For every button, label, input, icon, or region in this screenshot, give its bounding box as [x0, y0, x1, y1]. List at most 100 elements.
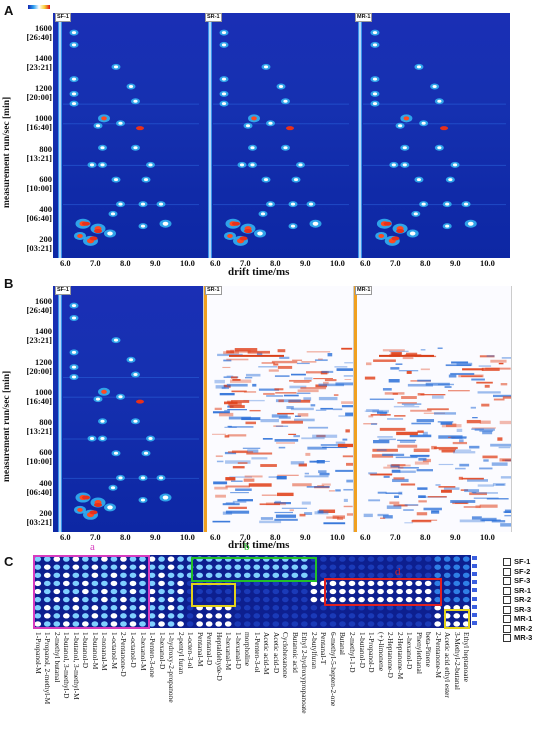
fingerprint-cell: [377, 580, 384, 587]
diff-mark: [377, 411, 388, 414]
diff-mark: [399, 440, 416, 443]
diff-mark: [230, 349, 251, 353]
diff-mark: [304, 472, 309, 475]
ytick-time: [23:21]: [26, 62, 53, 73]
fingerprint-cell: [291, 580, 299, 587]
fingerprint-cell: [320, 621, 327, 627]
diff-mark: [342, 438, 348, 441]
peak-core: [448, 178, 453, 182]
diff-mark: [470, 406, 476, 409]
group-box-e: [444, 609, 470, 629]
diff-mark: [258, 388, 280, 391]
fingerprint-cell: [253, 596, 261, 603]
diff-mark: [237, 499, 253, 502]
fingerprint-cell: [34, 588, 42, 595]
diff-mark: [376, 449, 387, 452]
fingerprint-cell: [339, 580, 346, 587]
diff-mark: [288, 433, 297, 435]
diff-mark: [448, 374, 457, 378]
fingerprint-cell: [148, 564, 156, 570]
fingerprint-cell: [329, 572, 337, 578]
fingerprint-cell: [443, 580, 451, 587]
fingerprint-cell: [177, 564, 184, 570]
diff-mark: [292, 359, 303, 362]
fingerprint-cell: [53, 596, 61, 603]
peak-core: [432, 85, 437, 88]
diff-mark: [445, 364, 472, 367]
fingerprint-cell: [53, 572, 61, 578]
diff-mark: [219, 392, 235, 396]
fingerprint-cell: [72, 580, 80, 587]
peak-core: [298, 163, 303, 167]
fingerprint-cell: [129, 580, 137, 587]
diff-mark: [260, 464, 277, 467]
diff-mark: [435, 484, 441, 486]
diff-mark: [274, 388, 284, 391]
diff-mark: [501, 357, 511, 359]
xtick-label: 8.0: [270, 532, 281, 542]
fingerprint-cell: [53, 580, 61, 587]
diff-mark: [462, 368, 484, 371]
compound-label: 1-butanol-D: [81, 632, 91, 669]
peak-core: [71, 31, 77, 35]
peak-core: [71, 43, 77, 47]
diff-mark: [258, 366, 278, 368]
peak-hot: [286, 126, 294, 131]
xtick-label: 8.0: [120, 258, 131, 268]
diff-mark: [377, 513, 389, 517]
diff-mark: [224, 426, 237, 428]
diff-mark: [386, 505, 402, 509]
fingerprint-cell: [462, 621, 470, 627]
fingerprint-cell: [129, 556, 137, 562]
xtick-label: 7.0: [390, 258, 401, 268]
diff-mark: [275, 425, 289, 427]
diff-mark: [418, 457, 427, 461]
legend-label: SF-1: [514, 557, 531, 566]
diff-mark: [225, 502, 235, 505]
fingerprint-cell: [34, 596, 42, 603]
fingerprint-cell: [110, 564, 118, 570]
fingerprint-cell: [453, 596, 461, 603]
fingerprint-cell: [43, 596, 51, 603]
compound-label: 1-octanol-D: [128, 632, 138, 668]
peak-core: [290, 202, 296, 206]
legend-checkbox-icon: [503, 615, 511, 624]
group-b-label: b: [244, 541, 250, 553]
fingerprint-cell: [224, 596, 232, 603]
diff-mark: [406, 370, 412, 374]
fingerprint-cell: [301, 564, 308, 570]
diff-mark: [260, 517, 274, 520]
fingerprint-cell: [158, 556, 165, 562]
diff-mark: [448, 390, 470, 392]
diff-mark: [304, 377, 313, 380]
diff-mark: [373, 439, 390, 444]
fingerprint-cell: [177, 556, 184, 562]
fingerprint-cell: [215, 564, 223, 570]
diff-mark: [319, 509, 336, 513]
diff-mark: [224, 435, 230, 438]
diff-mark: [391, 469, 401, 473]
fingerprint-cell: [329, 596, 337, 603]
fingerprint-cell: [43, 613, 51, 619]
legend-item: SF-2: [503, 567, 550, 577]
peak-core: [71, 304, 77, 308]
peak-core: [437, 146, 442, 150]
fingerprint-cell: [405, 588, 413, 595]
diff-mark: [411, 422, 431, 425]
diff-mark: [471, 427, 496, 429]
fingerprint-cell: [139, 556, 146, 562]
fingerprint-cell: [281, 621, 289, 627]
compound-label: 1-hexanal-D: [233, 632, 243, 669]
ytick-time: [06:40]: [26, 486, 53, 497]
fingerprint-cell: [62, 572, 70, 578]
diff-mark: [390, 367, 400, 370]
diff-mark: [327, 353, 333, 357]
fingerprint-cell: [186, 621, 194, 627]
diff-mark: [396, 431, 418, 436]
fingerprint-cell: [405, 613, 413, 619]
diff-mark: [221, 386, 230, 390]
diff-mark: [223, 376, 239, 379]
diff-mark: [363, 423, 378, 425]
compound-label: 1-hexanal-M: [224, 632, 234, 671]
diff-mark: [434, 446, 458, 450]
